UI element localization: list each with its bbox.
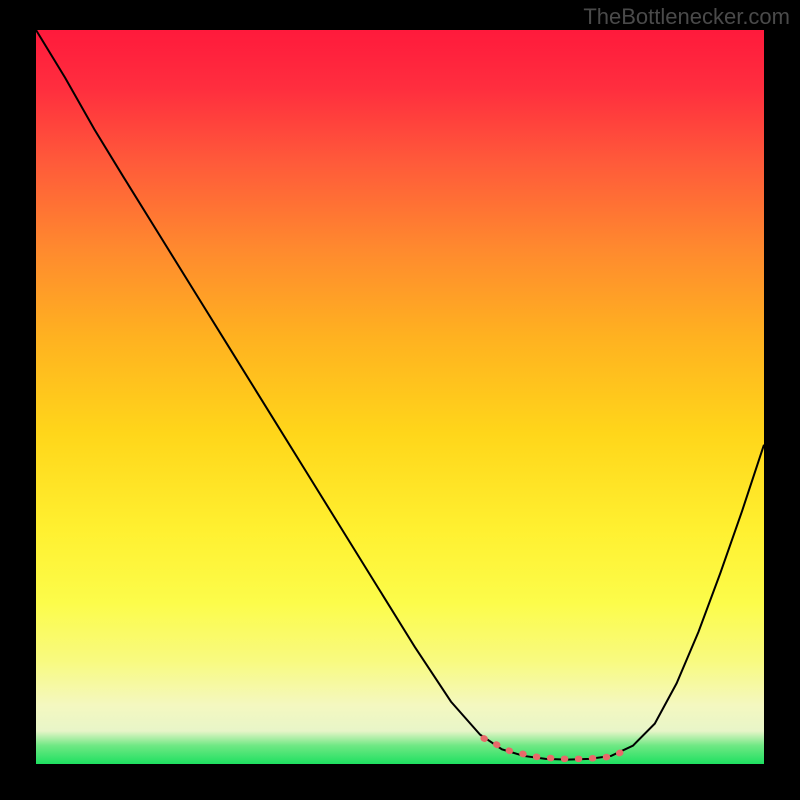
bottleneck-curve	[36, 30, 764, 760]
watermark-text: TheBottlenecker.com	[583, 4, 790, 30]
optimal-range-highlight	[484, 738, 632, 759]
curve-layer	[36, 30, 764, 764]
plot-area	[36, 30, 764, 764]
